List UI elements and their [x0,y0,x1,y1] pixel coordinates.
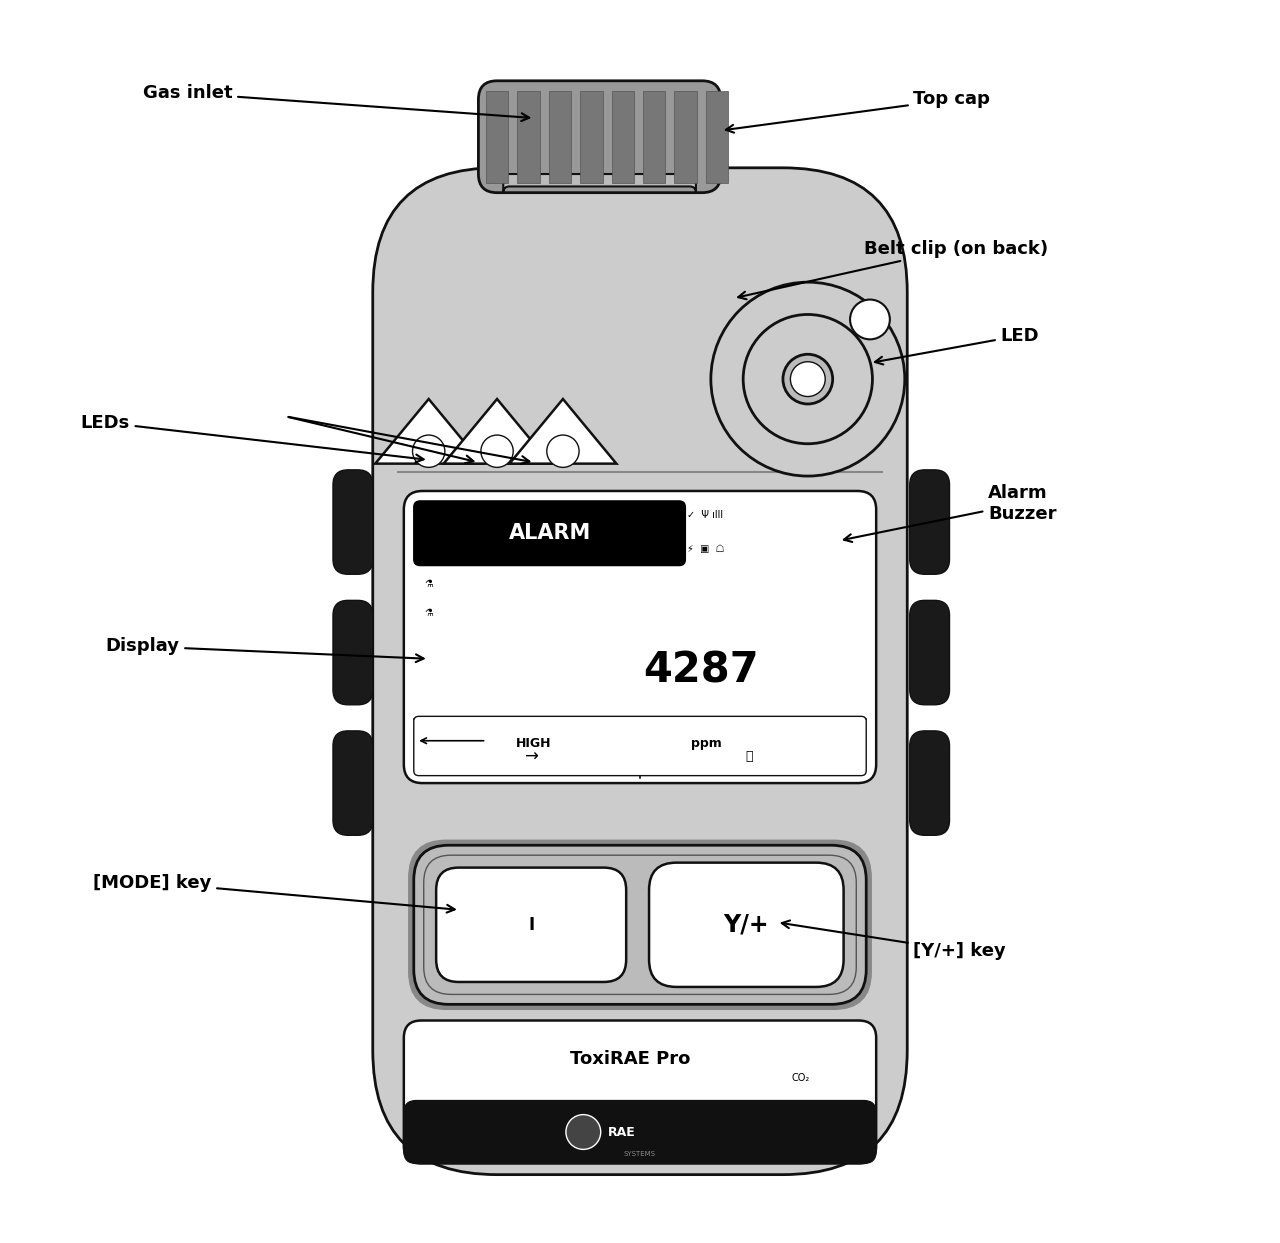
Circle shape [566,1115,600,1150]
Text: ppm: ppm [691,737,722,751]
Bar [486,91,508,183]
FancyBboxPatch shape [413,845,867,1004]
FancyBboxPatch shape [910,731,950,835]
Text: LEDs: LEDs [81,414,424,462]
Bar [517,91,540,183]
Text: CO₂: CO₂ [791,1073,810,1083]
Text: →: → [525,748,539,766]
Circle shape [481,435,513,467]
Bar [675,91,696,183]
Text: Belt clip (on back): Belt clip (on back) [739,240,1048,300]
Circle shape [710,282,905,476]
FancyBboxPatch shape [413,501,685,566]
FancyBboxPatch shape [503,168,696,193]
Text: LED: LED [876,327,1039,364]
FancyBboxPatch shape [413,716,867,776]
Text: ToxiRAE Pro: ToxiRAE Pro [571,1050,691,1068]
FancyBboxPatch shape [649,863,844,987]
Text: I: I [529,916,534,933]
Text: [Y/+] key: [Y/+] key [782,921,1006,960]
Circle shape [783,354,833,404]
Text: [MODE] key: [MODE] key [93,874,454,912]
FancyBboxPatch shape [403,1021,877,1163]
Text: HIGH: HIGH [516,737,552,751]
Text: Y/+: Y/+ [723,912,769,937]
FancyBboxPatch shape [408,840,872,1009]
Bar [705,91,728,183]
FancyBboxPatch shape [403,1100,877,1163]
Text: ALARM: ALARM [508,523,590,543]
FancyBboxPatch shape [372,168,908,1175]
FancyBboxPatch shape [333,600,372,705]
Text: SYSTEMS: SYSTEMS [625,1151,657,1157]
Circle shape [791,362,826,397]
FancyBboxPatch shape [333,470,372,574]
Polygon shape [375,399,483,464]
FancyBboxPatch shape [910,470,950,574]
Bar [580,91,603,183]
Bar [549,91,571,183]
FancyBboxPatch shape [910,600,950,705]
Text: Top cap: Top cap [726,91,991,133]
Polygon shape [509,399,617,464]
Circle shape [850,300,890,339]
Text: 🔒: 🔒 [745,751,753,763]
Text: ✓  Ψ ılll: ✓ Ψ ılll [687,510,723,520]
Text: Alarm
Buzzer: Alarm Buzzer [844,484,1056,542]
Circle shape [547,435,579,467]
FancyBboxPatch shape [479,81,721,193]
Circle shape [744,314,873,444]
Bar [643,91,666,183]
Text: ⚗: ⚗ [424,608,433,618]
Text: Display: Display [105,638,424,663]
FancyBboxPatch shape [403,491,877,783]
Circle shape [412,435,445,467]
Text: Gas inlet: Gas inlet [143,85,529,121]
Text: ⚗: ⚗ [424,579,433,589]
Text: RAE: RAE [608,1125,636,1139]
FancyBboxPatch shape [436,868,626,982]
Bar [612,91,634,183]
Text: ⚡  ▣  ☖: ⚡ ▣ ☖ [687,543,724,553]
FancyBboxPatch shape [333,731,372,835]
Text: 4287: 4287 [644,650,759,691]
Polygon shape [444,399,550,464]
